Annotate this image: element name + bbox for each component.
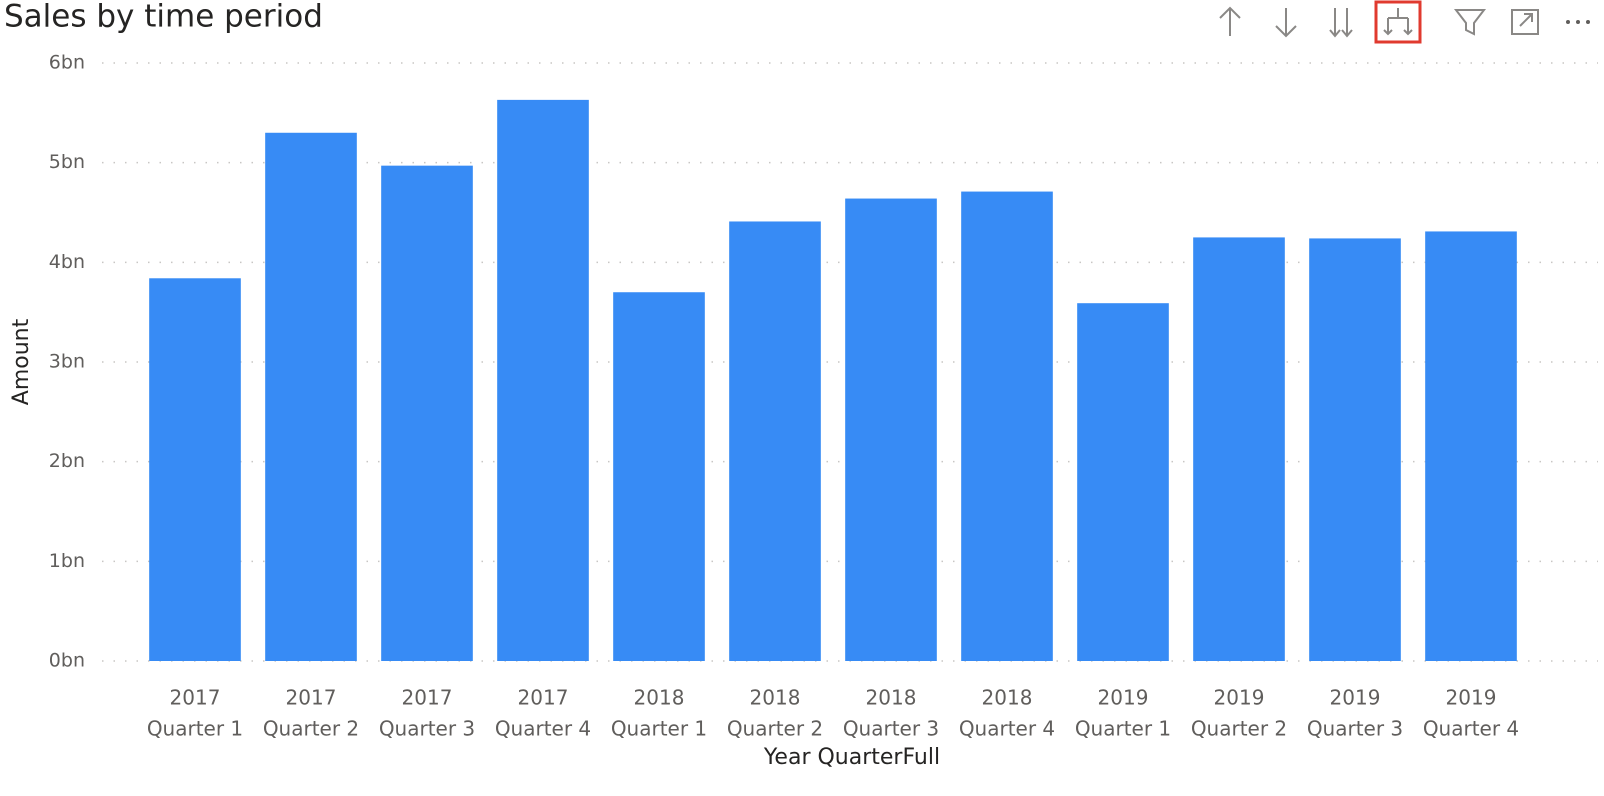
x-tick-label: Quarter 3 (379, 717, 475, 741)
x-tick-label: Quarter 2 (263, 717, 359, 741)
bar (381, 165, 473, 661)
x-tick-label: Quarter 1 (1075, 717, 1171, 741)
bar (497, 99, 589, 662)
y-tick-label: 5bn (49, 151, 85, 173)
y-tick-label: 2bn (49, 450, 85, 472)
x-tick-label: Quarter 4 (1423, 717, 1519, 741)
bar (961, 191, 1053, 661)
more-options-button[interactable] (1566, 20, 1590, 24)
x-tick-label: 2018 (866, 686, 917, 710)
focus-mode-button[interactable] (1511, 9, 1539, 35)
x-tick-label: 2018 (982, 686, 1033, 710)
bar (265, 132, 357, 661)
bar (613, 292, 705, 661)
toolbar (1219, 0, 1590, 44)
x-tick-label: Quarter 3 (843, 717, 939, 741)
x-tick-label: 2018 (634, 686, 685, 710)
expand-all-button[interactable] (1329, 8, 1353, 38)
x-tick-label: 2017 (518, 686, 569, 710)
bar (1077, 303, 1169, 661)
x-axis-title: Year QuarterFull (763, 745, 940, 770)
x-tick-label: 2019 (1098, 686, 1149, 710)
y-tick-label: 0bn (49, 650, 85, 672)
y-tick-label: 4bn (49, 251, 85, 273)
bar (729, 221, 821, 661)
filter-button[interactable] (1453, 9, 1487, 36)
x-tick-label: Quarter 2 (727, 717, 823, 741)
chart-title: Sales by time period (4, 0, 323, 35)
expand-next-level-button[interactable] (1374, 0, 1422, 44)
y-tick-label: 3bn (49, 351, 85, 373)
bar (845, 198, 937, 661)
x-tick-label: 2019 (1330, 686, 1381, 710)
x-tick-label: 2018 (750, 686, 801, 710)
x-tick-label: Quarter 3 (1307, 717, 1403, 741)
x-tick-label: 2017 (286, 686, 337, 710)
y-tick-label: 6bn (49, 52, 85, 74)
x-tick-label: 2017 (170, 686, 221, 710)
x-tick-label: Quarter 2 (1191, 717, 1287, 741)
drill-down-button[interactable] (1275, 8, 1297, 38)
x-tick-label: 2019 (1446, 686, 1497, 710)
bar (1309, 238, 1401, 661)
x-tick-label: Quarter 1 (611, 717, 707, 741)
x-tick-label: Quarter 1 (147, 717, 243, 741)
x-tick-label: Quarter 4 (495, 717, 591, 741)
bar (1193, 237, 1285, 661)
x-tick-label: 2017 (402, 686, 453, 710)
x-tick-label: Quarter 4 (959, 717, 1055, 741)
y-axis-title: Amount (9, 318, 34, 405)
y-tick-label: 1bn (49, 550, 85, 572)
bar (149, 278, 241, 661)
bar (1425, 231, 1517, 662)
x-tick-label: 2019 (1214, 686, 1265, 710)
drill-up-button[interactable] (1219, 6, 1241, 36)
